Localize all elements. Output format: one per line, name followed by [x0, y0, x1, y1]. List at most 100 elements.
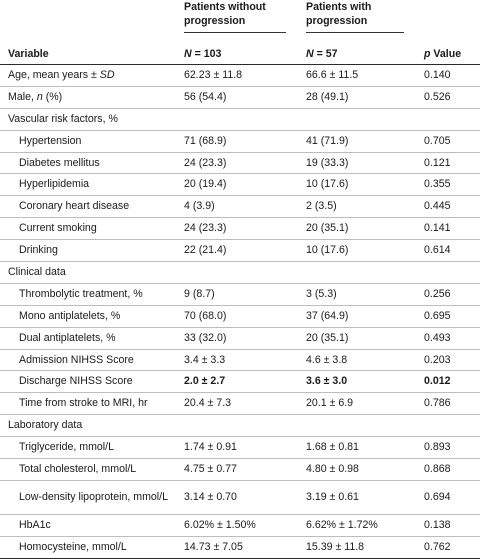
- table-row: Discharge NIHSS Score 2.0 ± 2.7 3.6 ± 3.0 0…: [0, 371, 480, 393]
- value-without-progression: 24 (23.3): [184, 222, 227, 235]
- value-with-progression: 4.80 ± 0.98: [306, 462, 359, 475]
- variable-label: Low-density lipoprotein, mmol/L: [0, 480, 172, 514]
- value-without-progression: 20 (19.4): [184, 178, 227, 191]
- variable-label-text: Total cholesterol, mmol/L: [19, 462, 137, 475]
- table-row: Male, n (%) 56 (54.4) 28 (49.1) 0.526: [0, 86, 480, 109]
- n-label: N: [306, 48, 314, 60]
- p-value: 0.695: [424, 309, 451, 322]
- variable-label: HbA1c: [0, 514, 172, 536]
- value-with-progression: [300, 415, 418, 437]
- column-header-variable: Variable: [0, 40, 172, 65]
- p-value: 0.140: [424, 68, 451, 81]
- p-value: 0.893: [424, 441, 451, 454]
- p-value: 0.762: [424, 540, 451, 553]
- variable-label-text: Diabetes mellitus: [19, 156, 100, 169]
- header-spacer: [0, 0, 172, 40]
- variable-label-text: Time from stroke to MRI, hr: [19, 397, 148, 410]
- variable-label-text: Triglyceride, mmol/L: [19, 441, 114, 454]
- variable-label-text: Hypertension: [19, 134, 82, 147]
- p-value: 0.203: [424, 353, 451, 366]
- p-value: 0.121: [424, 156, 451, 169]
- p-value: 0.694: [424, 490, 451, 503]
- variable-label: Age, mean years ± SD: [0, 65, 172, 87]
- table-row: HbA1c 6.02% ± 1.50% 6.62% ± 1.72% 0.138: [0, 514, 480, 537]
- value-without-progression: 71 (68.9): [184, 134, 227, 147]
- p-value: 0.868: [424, 462, 451, 475]
- section-row: Clinical data: [0, 262, 480, 284]
- table-row: Low-density lipoprotein, mmol/L 3.14 ± 0.…: [0, 480, 480, 515]
- section-heading: Laboratory data: [0, 415, 172, 437]
- variable-label-text: Hyperlipidemia: [19, 178, 90, 191]
- table-row: Time from stroke to MRI, hr 20.4 ± 7.3 20.…: [0, 393, 480, 415]
- variable-label-text: Male,: [8, 90, 37, 103]
- value-with-progression: 4.6 ± 3.8: [306, 353, 348, 366]
- variable-label: Admission NIHSS Score: [0, 349, 172, 371]
- variable-label-italic: n: [36, 90, 43, 103]
- table-header: Patients without progression Patients wi…: [0, 0, 480, 65]
- value-with-progression: [300, 108, 418, 130]
- table-row: Hyperlipidemia 20 (19.4) 10 (17.6) 0.355: [0, 174, 480, 196]
- value-without-progression: [172, 262, 300, 284]
- table-row: Mono antiplatelets, % 70 (68.0) 37 (64.9) 0…: [0, 305, 480, 328]
- value-without-progression: 6.02% ± 1.50%: [184, 518, 256, 531]
- value-without-progression: 22 (21.4): [184, 244, 227, 257]
- value-without-progression: 56 (54.4): [184, 90, 227, 103]
- table-row: Hypertension 71 (68.9) 41 (71.9) 0.705: [0, 130, 480, 153]
- variable-label: Triglyceride, mmol/L: [0, 437, 172, 459]
- p-value: [418, 415, 480, 437]
- variable-label-text: Age, mean years ±: [8, 68, 100, 81]
- section-heading: Clinical data: [0, 262, 172, 284]
- value-without-progression: 70 (68.0): [184, 309, 227, 322]
- value-with-progression: 20 (35.1): [306, 331, 349, 344]
- column-header-p-value: p Value: [418, 40, 480, 65]
- variable-label-text: Homocysteine, mmol/L: [19, 540, 127, 553]
- value-with-progression: 3 (5.3): [306, 287, 337, 300]
- group-title-without-progression: Patients without progression: [184, 0, 286, 33]
- section-row: Laboratory data: [0, 415, 480, 437]
- section-row: Vascular risk factors, %: [0, 108, 480, 131]
- variable-label: Hypertension: [0, 130, 172, 152]
- table-row: Coronary heart disease 4 (3.9) 2 (3.5) 0.44…: [0, 196, 480, 218]
- variable-label-text: Dual antiplatelets, %: [19, 331, 116, 344]
- value-without-progression: 14.73 ± 7.05: [184, 540, 243, 553]
- p-value: 0.355: [424, 178, 451, 191]
- n-value: = 103: [191, 48, 222, 60]
- variable-label-text: Current smoking: [19, 222, 97, 235]
- variable-label: Diabetes mellitus: [0, 152, 172, 174]
- header-spacer: [418, 0, 480, 40]
- value-with-progression: 3.19 ± 0.61: [306, 490, 359, 503]
- table-row: Admission NIHSS Score 3.4 ± 3.3 4.6 ± 3.8 0…: [0, 349, 480, 371]
- variable-label: Time from stroke to MRI, hr: [0, 393, 172, 415]
- p-value: 0.012: [424, 375, 451, 388]
- p-value: 0.256: [424, 287, 451, 300]
- p-label: p: [424, 48, 431, 60]
- value-with-progression: 28 (49.1): [306, 90, 349, 103]
- column-header-n-without-progression: N = 103: [172, 40, 300, 65]
- variable-label-text: Thrombolytic treatment, %: [19, 287, 143, 300]
- p-value: 0.614: [424, 244, 451, 257]
- table-row: Thrombolytic treatment, % 9 (8.7) 3 (5.3) 0…: [0, 283, 480, 306]
- variable-label: Male, n (%): [0, 86, 172, 108]
- value-without-progression: [172, 415, 300, 437]
- value-with-progression: 20 (35.1): [306, 222, 349, 235]
- value-without-progression: 4.75 ± 0.77: [184, 462, 237, 475]
- variable-label-text: Admission NIHSS Score: [19, 353, 134, 366]
- variable-label-text: Clinical data: [8, 265, 66, 278]
- value-without-progression: 24 (23.3): [184, 156, 227, 169]
- p-value: 0.786: [424, 397, 451, 410]
- variable-label-text: Laboratory data: [8, 419, 83, 432]
- value-with-progression: 6.62% ± 1.72%: [306, 518, 378, 531]
- n-label: N: [184, 48, 192, 60]
- variable-label: Thrombolytic treatment, %: [0, 283, 172, 305]
- value-with-progression: 1.68 ± 0.81: [306, 441, 359, 454]
- p-value: 0.705: [424, 134, 451, 147]
- p-value: 0.141: [424, 222, 451, 235]
- value-with-progression: 19 (33.3): [306, 156, 349, 169]
- group-header-without-progression: Patients without progression: [172, 0, 300, 40]
- variable-label: Total cholesterol, mmol/L: [0, 459, 172, 481]
- value-with-progression: 10 (17.6): [306, 178, 349, 191]
- group-title-with-progression: Patients with progression: [306, 0, 404, 33]
- variable-label-text: Drinking: [19, 244, 58, 257]
- value-without-progression: 4 (3.9): [184, 200, 215, 213]
